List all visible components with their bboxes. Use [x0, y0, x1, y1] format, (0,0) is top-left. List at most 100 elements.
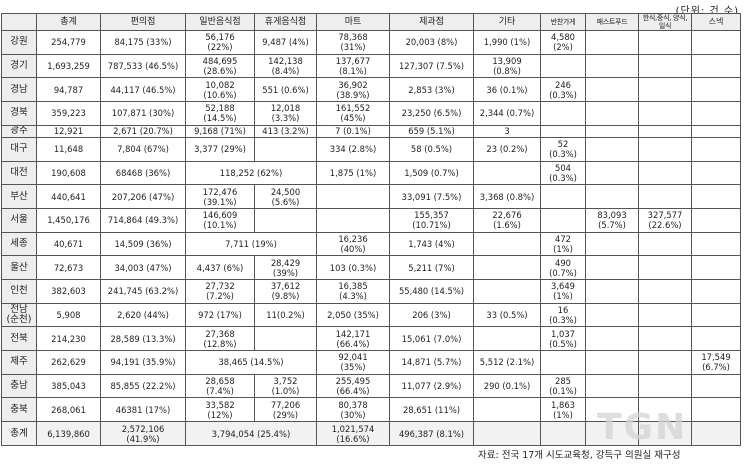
- cell-rest-restaurant: [254, 137, 317, 162]
- cell-fast-food: [585, 160, 639, 186]
- cell-rest-restaurant: 28,429 (39%): [254, 255, 317, 281]
- cell-snack: [691, 326, 741, 352]
- cell-snack: [691, 421, 741, 446]
- cell-korean-etc: [638, 279, 692, 304]
- cell-etc: 23 (0.2%): [473, 137, 541, 162]
- cell-bakery: 15,061 (7.0%): [389, 326, 474, 352]
- cell-etc: 290 (0.1%): [473, 373, 541, 399]
- table-row: 대구 11,648 7,804 (67%) 3,377 (29%) 334 (2.8%)…: [1, 137, 741, 162]
- cell-total: 268,061: [36, 397, 101, 423]
- cell-convenience: 2,620 (44%): [100, 302, 186, 328]
- cell-rest-restaurant: 9,487 (4%): [254, 30, 317, 55]
- cell-fast-food: 83,093 (5.7%): [585, 208, 639, 233]
- tgn-logo-icon: TGN: [597, 407, 685, 448]
- cell-side-dish: 1,037 (0.5%): [540, 326, 586, 352]
- cell-rest-restaurant: [254, 326, 317, 352]
- cell-total: 1,693,259: [36, 53, 101, 79]
- cell-etc: [473, 397, 541, 423]
- cell-rest-restaurant: 77,206 (29%): [254, 397, 317, 423]
- cell-bakery: 1,743 (4%): [389, 231, 474, 257]
- header-corner: [1, 13, 37, 31]
- cell-region: 전북: [1, 326, 37, 352]
- cell-rest-restaurant: 142,138 (8.4%): [254, 53, 317, 79]
- header-bakery: 제과점: [389, 13, 474, 31]
- lunch-card-usage-table: 총계 편의점 일반음식점 휴게음식점 마트 제과점 기타 반찬가게 패스트푸드 …: [1, 13, 741, 446]
- cell-bakery: 58 (0.5%): [389, 137, 474, 162]
- cell-rest-restaurant: 24,500 (5.6%): [254, 184, 317, 210]
- cell-mart: 92,041 (35%): [316, 350, 390, 375]
- cell-mart: 255,495 (66.4%): [316, 373, 390, 399]
- table-row: 충북 268,061 46381 (17%) 33,582 (12%) 77,206 (29…: [1, 397, 741, 423]
- cell-side-dish: [540, 53, 586, 79]
- header-convenience-store: 편의점: [100, 13, 186, 31]
- cell-total: 254,779: [36, 30, 101, 55]
- cell-convenience: 84,175 (33%): [100, 30, 186, 55]
- cell-side-dish: 490 (0.7%): [540, 255, 586, 281]
- header-mart: 마트: [316, 13, 390, 31]
- cell-etc: 2,344 (0.7%): [473, 101, 541, 126]
- cell-fast-food: [585, 373, 639, 399]
- cell-side-dish: [540, 208, 586, 233]
- table-row: 강원 254,779 84,175 (33%) 56,176 (22%) 9,487 (4…: [1, 30, 741, 55]
- cell-snack: [691, 53, 741, 79]
- cell-fast-food: [585, 350, 639, 375]
- cell-region: 전남 (순천): [1, 302, 37, 328]
- source-caption: 자료: 전국 17개 시도교육청, 강득구 의원실 재구성: [478, 450, 681, 461]
- cell-rest-restaurant: 3,752 (1.0%): [254, 373, 317, 399]
- cell-general-restaurant: 972 (17%): [185, 302, 255, 328]
- cell-bakery: 206 (3%): [389, 302, 474, 328]
- cell-total: 214,230: [36, 326, 101, 352]
- cell-mart: 80,378 (30%): [316, 397, 390, 423]
- cell-mart: 161,552 (45%): [316, 101, 390, 126]
- cell-side-dish: 285 (0.1%): [540, 373, 586, 399]
- cell-etc: 13,909 (0.8%): [473, 53, 541, 79]
- cell-bakery: 127,307 (7.5%): [389, 53, 474, 79]
- cell-general-restaurant: 56,176 (22%): [185, 30, 255, 55]
- cell-korean-etc: [638, 421, 692, 446]
- header-side-dish-store: 반찬가게: [540, 13, 586, 31]
- cell-mart: 2,050 (35%): [316, 302, 390, 328]
- cell-total: 11,648: [36, 137, 101, 162]
- cell-mart: 7 (0.1%): [316, 124, 390, 139]
- cell-region: 울산: [1, 255, 37, 281]
- header-general-restaurant: 일반음식점: [185, 13, 255, 31]
- header-snack: 스넥: [691, 13, 741, 31]
- cell-general-restaurant: 52,188 (14.5%): [185, 101, 255, 126]
- cell-convenience: 44,117 (46.5%): [100, 77, 186, 103]
- cell-korean-etc: [638, 53, 692, 79]
- cell-side-dish: 1,863 (1%): [540, 397, 586, 423]
- cell-general-restaurant: 28,658 (7.4%): [185, 373, 255, 399]
- cell-convenience: 28,589 (13.3%): [100, 326, 186, 352]
- cell-total: 5,908: [36, 302, 101, 328]
- header-row: 총계 편의점 일반음식점 휴게음식점 마트 제과점 기타 반찬가게 패스트푸드 …: [1, 13, 741, 31]
- cell-etc: 33 (0.5%): [473, 302, 541, 328]
- cell-bakery: 155,357 (10.71%): [389, 208, 474, 233]
- cell-mart: 1,875 (1%): [316, 160, 390, 186]
- cell-side-dish: 4,580 (2%): [540, 30, 586, 55]
- total-row: 총계 6,139,860 2,572,106 (41.9%) 3,794,054 (25…: [1, 421, 741, 446]
- cell-bakery: 11,077 (2.9%): [389, 373, 474, 399]
- cell-fast-food: [585, 30, 639, 55]
- cell-fast-food: [585, 302, 639, 328]
- cell-total: 40,671: [36, 231, 101, 257]
- cell-fast-food: [585, 184, 639, 210]
- cell-region: 총계: [1, 421, 37, 446]
- cell-rest-restaurant: 12,018 (3.3%): [254, 101, 317, 126]
- cell-korean-etc: [638, 231, 692, 257]
- cell-etc: [473, 231, 541, 257]
- cell-mart: 137,677 (8.1%): [316, 53, 390, 79]
- cell-side-dish: 504 (0.3%): [540, 160, 586, 186]
- header-fast-food: 패스트푸드: [585, 13, 639, 31]
- cell-region: 경남: [1, 77, 37, 103]
- cell-side-dish: [540, 101, 586, 126]
- cell-region: 경기: [1, 53, 37, 79]
- cell-mart: 142,171 (66.4%): [316, 326, 390, 352]
- table-row: 광주 12,921 2,671 (20.7%) 9,168 (71%) 413 (3.2…: [1, 124, 741, 139]
- cell-snack: [691, 231, 741, 257]
- header-rest-restaurant: 휴게음식점: [254, 13, 317, 31]
- cell-total: 190,608: [36, 160, 101, 186]
- cell-region: 인천: [1, 279, 37, 304]
- cell-mart: 103 (0.3%): [316, 255, 390, 281]
- cell-fast-food: [585, 77, 639, 103]
- cell-total: 440,641: [36, 184, 101, 210]
